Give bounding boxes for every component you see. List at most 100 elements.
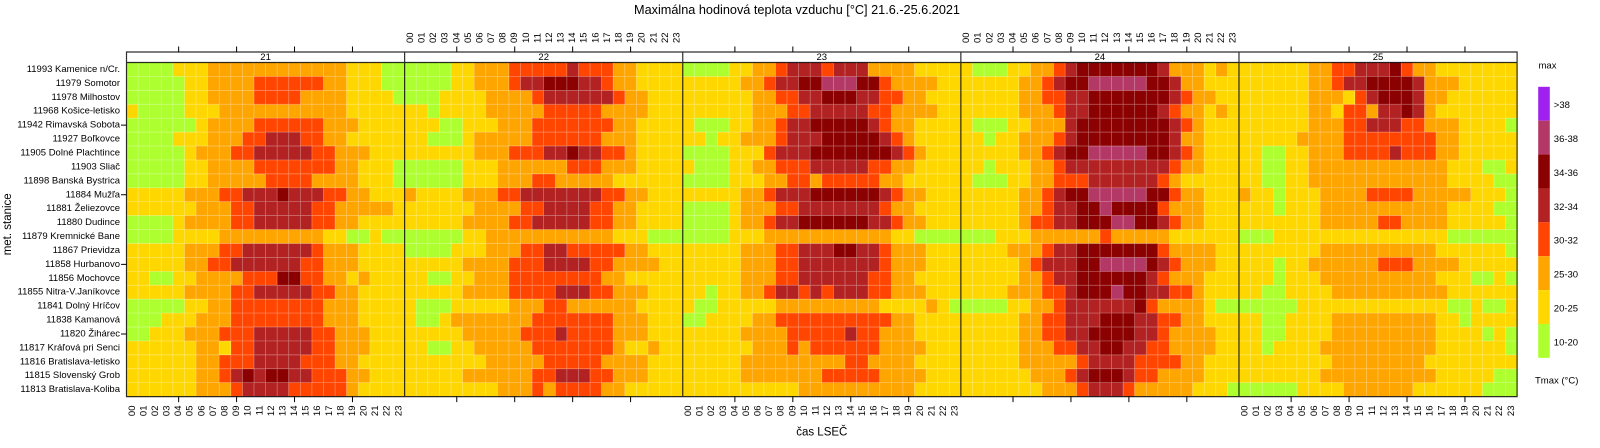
svg-text:14: 14 bbox=[845, 406, 856, 417]
svg-text:14: 14 bbox=[567, 32, 578, 43]
svg-text:23: 23 bbox=[1228, 32, 1239, 43]
svg-text:15: 15 bbox=[301, 406, 312, 417]
svg-text:34-36: 34-36 bbox=[1554, 168, 1578, 179]
svg-text:04: 04 bbox=[173, 406, 184, 417]
svg-text:23: 23 bbox=[950, 406, 961, 417]
svg-text:04: 04 bbox=[451, 32, 462, 43]
svg-text:16: 16 bbox=[1147, 32, 1158, 43]
svg-text:21: 21 bbox=[926, 406, 937, 417]
svg-text:04: 04 bbox=[1008, 32, 1019, 43]
svg-text:11816 Bratislava-letisko: 11816 Bratislava-letisko bbox=[20, 356, 120, 367]
svg-text:04: 04 bbox=[1286, 406, 1297, 417]
svg-text:>38: >38 bbox=[1554, 100, 1570, 111]
svg-text:06: 06 bbox=[474, 32, 485, 43]
svg-text:12: 12 bbox=[1100, 32, 1111, 43]
svg-text:11855 Nitra-V.Janíkovce: 11855 Nitra-V.Janíkovce bbox=[18, 287, 120, 298]
svg-text:10: 10 bbox=[243, 406, 254, 417]
svg-text:14: 14 bbox=[1123, 32, 1134, 43]
svg-text:11: 11 bbox=[1089, 33, 1100, 43]
svg-text:23: 23 bbox=[817, 52, 828, 63]
svg-text:11880 Dudince: 11880 Dudince bbox=[57, 217, 120, 228]
svg-text:11: 11 bbox=[254, 406, 265, 416]
svg-text:02: 02 bbox=[150, 406, 161, 417]
svg-text:25: 25 bbox=[1373, 52, 1384, 63]
svg-text:11884 Mužľa: 11884 Mužľa bbox=[66, 189, 121, 200]
svg-text:11: 11 bbox=[532, 33, 543, 43]
svg-text:20: 20 bbox=[915, 406, 926, 417]
svg-text:11820 Žihárec: 11820 Žihárec bbox=[60, 328, 120, 339]
svg-text:06: 06 bbox=[1309, 406, 1320, 417]
svg-text:22: 22 bbox=[1216, 32, 1227, 43]
svg-text:02: 02 bbox=[1262, 406, 1273, 417]
svg-text:22: 22 bbox=[1494, 406, 1505, 417]
svg-text:24: 24 bbox=[1095, 52, 1106, 63]
svg-text:08: 08 bbox=[220, 406, 231, 417]
svg-text:22: 22 bbox=[538, 52, 549, 63]
svg-text:13: 13 bbox=[1112, 32, 1123, 43]
svg-text:11: 11 bbox=[1367, 406, 1378, 416]
svg-text:32-34: 32-34 bbox=[1554, 202, 1578, 213]
svg-text:11817 Kráľová pri Senci: 11817 Kráľová pri Senci bbox=[19, 342, 120, 353]
svg-text:05: 05 bbox=[741, 406, 752, 417]
svg-text:12: 12 bbox=[544, 32, 555, 43]
svg-text:12: 12 bbox=[822, 406, 833, 417]
svg-text:10: 10 bbox=[1355, 406, 1366, 417]
svg-text:01: 01 bbox=[695, 406, 706, 417]
svg-text:18: 18 bbox=[1448, 406, 1459, 417]
svg-text:30-32: 30-32 bbox=[1554, 236, 1578, 247]
svg-text:11867 Prievidza: 11867 Prievidza bbox=[53, 245, 121, 256]
svg-text:11942 Rimavská Sobota: 11942 Rimavská Sobota bbox=[17, 120, 121, 131]
svg-text:11927 Boľkovce: 11927 Boľkovce bbox=[52, 134, 120, 145]
svg-text:21: 21 bbox=[260, 52, 271, 63]
svg-text:09: 09 bbox=[1065, 32, 1076, 43]
svg-text:14: 14 bbox=[289, 406, 300, 417]
svg-text:06: 06 bbox=[196, 406, 207, 417]
svg-text:16: 16 bbox=[1425, 406, 1436, 417]
svg-text:03: 03 bbox=[996, 32, 1007, 43]
svg-text:03: 03 bbox=[718, 406, 729, 417]
svg-text:11905 Dolné Plachtince: 11905 Dolné Plachtince bbox=[20, 147, 120, 158]
svg-text:07: 07 bbox=[1320, 406, 1331, 417]
svg-text:Maximálna hodinová teplota vzd: Maximálna hodinová teplota vzduchu [°C] … bbox=[634, 3, 960, 17]
svg-text:16: 16 bbox=[868, 406, 879, 417]
svg-text:18: 18 bbox=[335, 406, 346, 417]
svg-text:22: 22 bbox=[938, 406, 949, 417]
svg-text:15: 15 bbox=[579, 32, 590, 43]
svg-text:01: 01 bbox=[138, 406, 149, 417]
svg-text:00: 00 bbox=[1239, 406, 1250, 417]
svg-text:20: 20 bbox=[1471, 406, 1482, 417]
svg-text:20-25: 20-25 bbox=[1554, 303, 1578, 314]
svg-text:14: 14 bbox=[1402, 406, 1413, 417]
svg-text:18: 18 bbox=[614, 32, 625, 43]
svg-text:08: 08 bbox=[1054, 32, 1065, 43]
svg-text:12: 12 bbox=[266, 406, 277, 417]
svg-text:08: 08 bbox=[776, 406, 787, 417]
svg-text:max: max bbox=[1539, 61, 1557, 72]
svg-text:00: 00 bbox=[127, 406, 138, 417]
svg-text:00: 00 bbox=[405, 32, 416, 43]
svg-text:16: 16 bbox=[312, 406, 323, 417]
svg-text:15: 15 bbox=[857, 406, 868, 417]
svg-text:11968 Košice-letisko: 11968 Košice-letisko bbox=[33, 106, 120, 117]
svg-text:02: 02 bbox=[428, 32, 439, 43]
svg-text:07: 07 bbox=[764, 406, 775, 417]
svg-text:11813 Bratislava-Koliba: 11813 Bratislava-Koliba bbox=[20, 384, 120, 395]
svg-text:03: 03 bbox=[162, 406, 173, 417]
svg-text:09: 09 bbox=[231, 406, 242, 417]
svg-text:10: 10 bbox=[1077, 32, 1088, 43]
svg-text:19: 19 bbox=[625, 32, 636, 43]
svg-text:00: 00 bbox=[961, 32, 972, 43]
svg-text:17: 17 bbox=[880, 406, 891, 417]
svg-text:02: 02 bbox=[706, 406, 717, 417]
svg-text:07: 07 bbox=[1042, 32, 1053, 43]
svg-text:17: 17 bbox=[602, 32, 613, 43]
svg-text:08: 08 bbox=[498, 32, 509, 43]
svg-text:00: 00 bbox=[683, 406, 694, 417]
svg-text:23: 23 bbox=[671, 32, 682, 43]
svg-text:15: 15 bbox=[1413, 406, 1424, 417]
svg-text:22: 22 bbox=[660, 32, 671, 43]
svg-text:11879 Kremnické Bane: 11879 Kremnické Bane bbox=[22, 231, 120, 242]
svg-text:11: 11 bbox=[811, 406, 822, 416]
svg-text:04: 04 bbox=[729, 406, 740, 417]
svg-text:20: 20 bbox=[359, 406, 370, 417]
